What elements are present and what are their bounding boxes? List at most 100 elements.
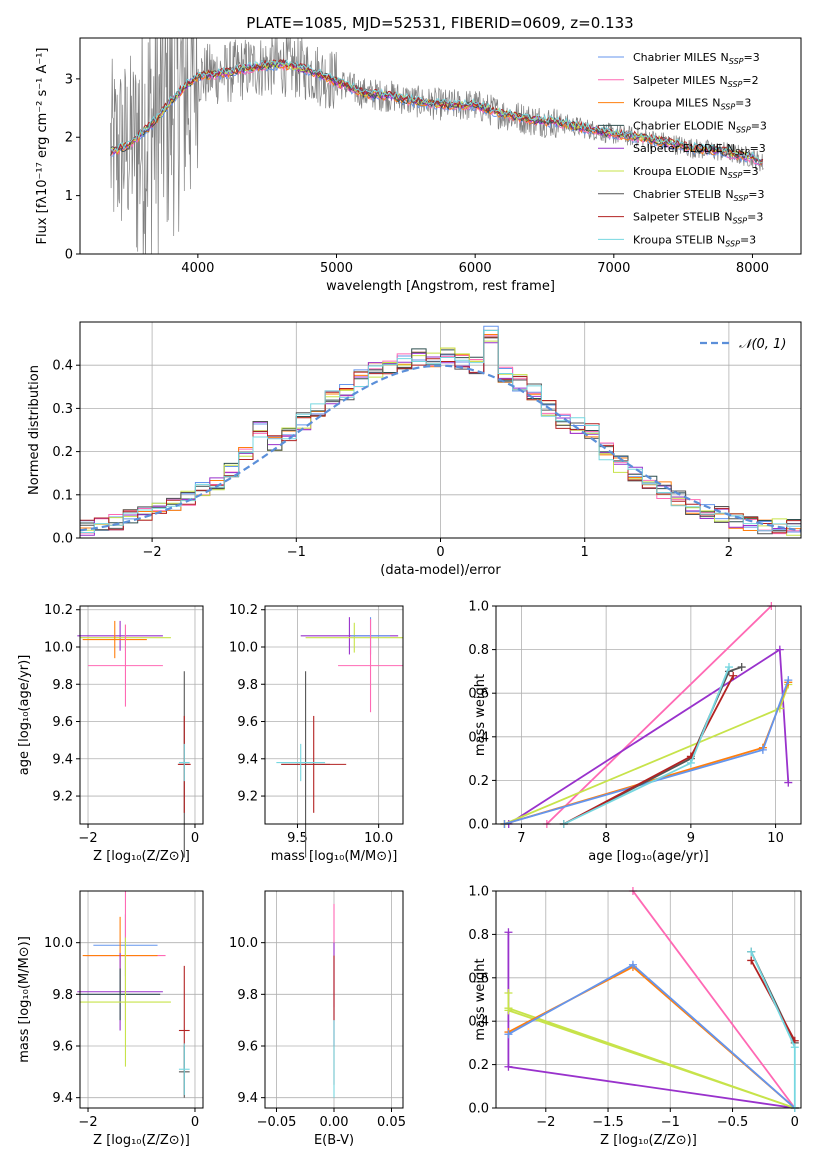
x-tick-label: 2 (725, 545, 733, 560)
x-tick-label: −2 (536, 1115, 555, 1130)
legend-nssp-value: =3 (743, 51, 759, 64)
gaussian-reference-line (79, 364, 802, 532)
x-axis-label: wavelength [Angstrom, rest frame] (326, 279, 555, 294)
legend-nssp-sub: SSP (725, 239, 740, 248)
spectrum-legend: Chabrier MILES NSSP=3 Salpeter MILES NSSP=2… (598, 51, 767, 248)
x-tick-label: −2 (143, 545, 162, 560)
weight-series-line (632, 891, 796, 1108)
y-tick-label: 2 (65, 131, 73, 146)
weight-point-marker (729, 671, 738, 680)
x-tick-label: 8 (602, 831, 610, 846)
x-tick-label: 0.00 (320, 1115, 349, 1130)
y-tick-label: 9.8 (237, 678, 258, 693)
age_mass-axes: 9.5 10.0 9.2 9.4 9.6 9.8 10.0 10.2 mass [log₁₀(M… (229, 603, 403, 864)
histogram-step-5 (80, 340, 801, 536)
weight-series-line (507, 993, 796, 1108)
legend-label: Salpeter ELODIE (633, 142, 723, 155)
y-axis-label: mass weight (473, 674, 488, 756)
y-tick-label: 9.6 (237, 715, 258, 730)
x-tick-label: 10.0 (364, 831, 393, 846)
x-tick-label: 1 (581, 545, 589, 560)
plot-frame (79, 605, 204, 825)
model-line-salpeter-stelib (110, 58, 764, 164)
weight-point-marker (775, 645, 784, 654)
legend-label: Chabrier MILES (633, 51, 717, 64)
x-tick-label: 0.05 (377, 1115, 406, 1130)
weight-point-marker (758, 745, 767, 754)
x-tick-label: −0.5 (717, 1115, 749, 1130)
x-tick-label: −1.5 (592, 1115, 624, 1130)
plot-frame (79, 37, 802, 255)
y-tick-label: 0.2 (468, 1058, 489, 1073)
legend-label: Salpeter MILES (633, 74, 715, 87)
x-tick-label: 4000 (181, 261, 214, 276)
weight-series-line (504, 681, 790, 824)
y-tick-label: 0.0 (52, 532, 73, 547)
x-axis-label: Z [log₁₀(Z/Z⊙)] (600, 1133, 697, 1148)
legend-nssp-sub: SSP (728, 80, 743, 89)
weight-point-marker (784, 778, 793, 787)
legend-nssp: NSSP=2 (719, 74, 758, 89)
y-tick-label: 10.0 (44, 640, 73, 655)
legend-nssp-sub: SSP (729, 57, 744, 66)
histogram-step-8 (80, 330, 801, 533)
x-tick-label: −2 (78, 831, 97, 846)
spectrum-data-line (110, 38, 764, 254)
plot-frame (495, 605, 802, 825)
weight-point-marker (504, 1062, 513, 1071)
spectrum-axes: 4000 5000 6000 7000 8000 0 1 2 3 wavelength [Angs… (35, 48, 769, 295)
y-tick-label: 0.4 (52, 359, 73, 374)
plot-frame (264, 890, 404, 1109)
x-axis-label: mass [log₁₀(M/M⊙)] (271, 849, 398, 864)
x-tick-label: 7000 (597, 261, 630, 276)
weight-point-marker (737, 663, 746, 672)
y-tick-label: 0.8 (468, 643, 489, 658)
x-axis-label: (data-model)/error (380, 563, 501, 578)
y-tick-label: 10.0 (229, 640, 258, 655)
weight-point-marker (504, 928, 513, 937)
plot-frame (79, 890, 204, 1109)
weight-point-marker (504, 988, 513, 997)
legend-label: Kroupa STELIB (633, 233, 713, 246)
legend-nssp-sub: SSP (736, 125, 751, 134)
legend-label: Chabrier STELIB (633, 188, 721, 201)
x-axis-label: E(B-V) (314, 1133, 354, 1148)
legend-nssp: NSSP=3 (724, 211, 763, 226)
plot-frame (79, 321, 802, 539)
y-tick-label: 10.2 (229, 603, 258, 618)
legend-label: Kroupa ELODIE (633, 165, 715, 178)
x-tick-label: −2 (78, 1115, 97, 1130)
y-axis-label: mass weight (473, 958, 488, 1040)
legend-label: Chabrier ELODIE (633, 119, 724, 132)
mass_z-axes: −2 0 9.4 9.6 9.8 10.0 Z [log₁₀(Z/Z⊙)] mass [log… (17, 891, 203, 1148)
y-tick-label: 1.0 (468, 600, 489, 615)
x-axis-label: age [log₁₀(age/yr)] (588, 849, 709, 864)
y-tick-label: 0 (65, 248, 73, 263)
y-tick-label: 10.0 (229, 936, 258, 951)
weight-point-marker (747, 956, 756, 965)
legend-label: Salpeter STELIB (633, 211, 720, 224)
model-line-kroupa-elodie (110, 60, 763, 165)
y-tick-label: 0.6 (468, 971, 489, 986)
y-tick-label: 0.3 (52, 402, 73, 417)
gauss-legend-label: 𝒩(0, 1) (739, 337, 786, 352)
legend-nssp-value: =3 (740, 233, 756, 246)
plot-frame (264, 605, 404, 825)
legend-nssp-sub: SSP (732, 217, 747, 226)
legend-nssp: NSSP=3 (728, 119, 767, 134)
legend-nssp: NSSP=3 (727, 142, 766, 157)
legend-nssp: NSSP=3 (725, 188, 764, 203)
x-tick-label: 10 (767, 831, 784, 846)
y-tick-label: 0.0 (468, 1102, 489, 1117)
legend-nssp-value: =3 (747, 211, 763, 224)
y-tick-label: 9.8 (237, 988, 258, 1003)
legend-nssp-value: =2 (742, 74, 758, 87)
y-tick-label: 0.4 (468, 730, 489, 745)
legend-nssp-sub: SSP (735, 148, 750, 157)
model-line-kroupa-stelib (110, 59, 763, 164)
x-tick-label: 6000 (459, 261, 492, 276)
x-tick-label: 0 (191, 831, 199, 846)
y-tick-label: 0.1 (52, 488, 73, 503)
weight-point-marker (628, 960, 637, 969)
